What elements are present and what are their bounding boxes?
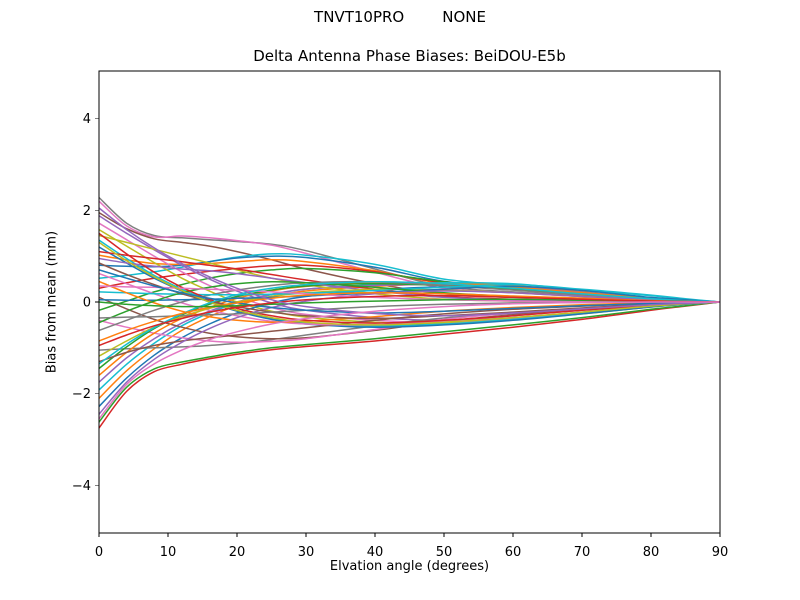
- x-tick-label: 50: [436, 545, 453, 560]
- chart-line-47: [99, 207, 720, 317]
- x-tick-label: 70: [574, 545, 591, 560]
- suptitle-receiver: TNVT10PRO: [314, 8, 405, 26]
- x-tick-label: 0: [95, 545, 103, 560]
- y-tick-label: −2: [72, 387, 91, 402]
- chart-line-41: [99, 241, 720, 326]
- suptitle: TNVT10PRO NONE: [0, 9, 800, 26]
- chart-lines-group: [99, 196, 720, 429]
- x-axis-label: Elvation angle (degrees): [329, 559, 490, 574]
- y-tick-label: 2: [83, 204, 91, 219]
- y-tick-label: 4: [83, 112, 91, 127]
- x-tick-label: 80: [643, 545, 660, 560]
- chart-line-05: [99, 301, 720, 423]
- x-tick-label: 30: [298, 545, 315, 560]
- y-tick-label: 0: [83, 296, 91, 311]
- chart-line-04: [99, 301, 720, 429]
- chart-line-02: [99, 200, 720, 303]
- y-axis-label: Bias from mean (mm): [44, 230, 60, 374]
- chart-title: Delta Antenna Phase Biases: BeiDOU-E5b: [253, 47, 566, 65]
- x-tick-label: 10: [160, 545, 177, 560]
- x-tick-label: 40: [367, 545, 384, 560]
- chart-line-01: [99, 196, 720, 303]
- chart-line-32: [99, 283, 720, 303]
- chart-line-33: [99, 285, 720, 303]
- x-tick-label: 60: [505, 545, 522, 560]
- chart-line-43: [99, 269, 720, 314]
- chart-line-46: [99, 294, 720, 347]
- x-tick-label: 90: [712, 545, 729, 560]
- chart-line-42: [99, 281, 720, 365]
- chart-line-37: [99, 290, 720, 415]
- suptitle-radome: NONE: [442, 8, 486, 26]
- x-tick-label: 20: [229, 545, 246, 560]
- chart-line-48: [99, 301, 720, 420]
- y-tick-label: −4: [72, 479, 91, 494]
